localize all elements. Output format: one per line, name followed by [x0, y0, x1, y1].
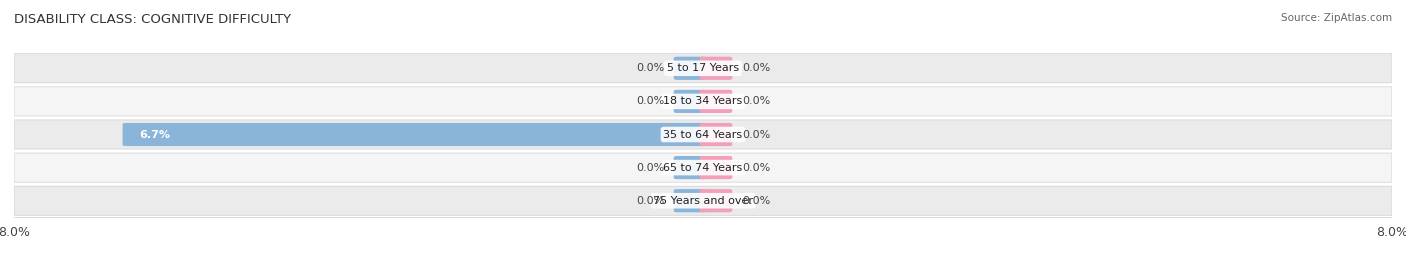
FancyBboxPatch shape [700, 90, 733, 113]
Text: 18 to 34 Years: 18 to 34 Years [664, 96, 742, 107]
FancyBboxPatch shape [700, 57, 733, 80]
Text: 5 to 17 Years: 5 to 17 Years [666, 63, 740, 73]
Text: 0.0%: 0.0% [636, 196, 664, 206]
Text: 0.0%: 0.0% [742, 129, 770, 140]
Text: 35 to 64 Years: 35 to 64 Years [664, 129, 742, 140]
FancyBboxPatch shape [673, 90, 706, 113]
Text: 65 to 74 Years: 65 to 74 Years [664, 162, 742, 173]
FancyBboxPatch shape [700, 123, 733, 146]
FancyBboxPatch shape [14, 54, 1392, 83]
Text: 0.0%: 0.0% [742, 162, 770, 173]
FancyBboxPatch shape [122, 123, 706, 146]
FancyBboxPatch shape [673, 156, 706, 179]
Text: 0.0%: 0.0% [742, 96, 770, 107]
Text: 6.7%: 6.7% [139, 129, 170, 140]
FancyBboxPatch shape [14, 153, 1392, 182]
FancyBboxPatch shape [14, 120, 1392, 149]
FancyBboxPatch shape [673, 57, 706, 80]
FancyBboxPatch shape [14, 186, 1392, 215]
Text: 0.0%: 0.0% [636, 162, 664, 173]
FancyBboxPatch shape [14, 87, 1392, 116]
Text: 0.0%: 0.0% [742, 63, 770, 73]
Text: 0.0%: 0.0% [636, 96, 664, 107]
Text: Source: ZipAtlas.com: Source: ZipAtlas.com [1281, 13, 1392, 23]
Text: DISABILITY CLASS: COGNITIVE DIFFICULTY: DISABILITY CLASS: COGNITIVE DIFFICULTY [14, 13, 291, 26]
FancyBboxPatch shape [700, 189, 733, 212]
FancyBboxPatch shape [700, 156, 733, 179]
Text: 0.0%: 0.0% [742, 196, 770, 206]
FancyBboxPatch shape [673, 189, 706, 212]
Text: 0.0%: 0.0% [636, 63, 664, 73]
Text: 75 Years and over: 75 Years and over [652, 196, 754, 206]
